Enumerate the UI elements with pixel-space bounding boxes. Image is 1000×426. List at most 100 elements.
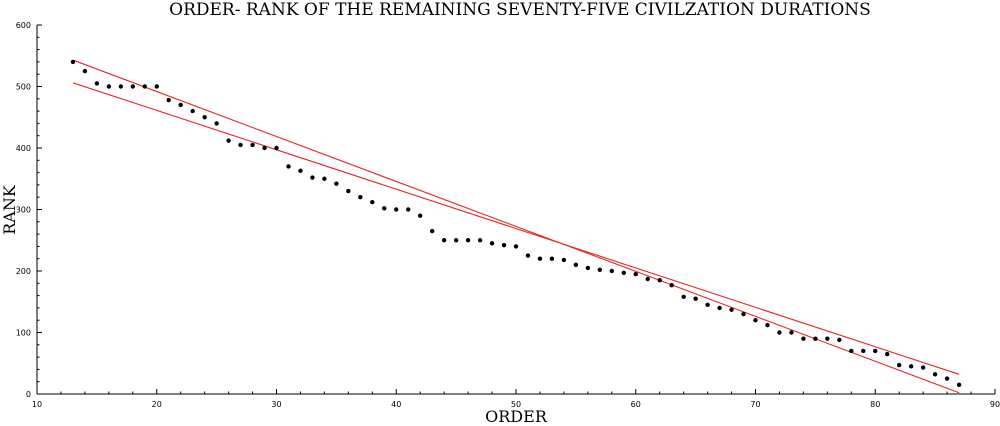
data-point	[489, 241, 495, 246]
x-tick-label: 90	[990, 400, 1000, 409]
data-point	[705, 302, 710, 308]
x-tick-label: 40	[391, 400, 401, 409]
data-point	[597, 267, 603, 272]
y-axis-label: RANK	[0, 184, 19, 235]
data-point	[849, 348, 854, 354]
data-point	[932, 372, 938, 377]
data-point	[94, 81, 100, 86]
data-point	[310, 175, 315, 180]
data-point	[729, 307, 734, 312]
data-point	[70, 59, 76, 65]
data-point	[561, 257, 567, 263]
data-point	[633, 271, 638, 277]
data-point	[585, 265, 591, 271]
x-tick-label: 80	[870, 400, 880, 409]
data-point	[777, 330, 782, 335]
data-point	[406, 207, 411, 212]
data-point	[753, 318, 758, 323]
data-point	[190, 108, 195, 114]
data-point	[765, 322, 770, 328]
data-point	[322, 176, 327, 181]
data-point	[298, 168, 303, 173]
x-tick-label: 60	[631, 400, 641, 409]
data-point	[154, 84, 159, 89]
data-point	[513, 244, 519, 249]
y-tick-label: 200	[16, 267, 31, 276]
data-point	[873, 348, 878, 354]
fit-line-2	[72, 59, 960, 394]
data-point	[334, 181, 339, 186]
fit-lines	[72, 59, 960, 394]
data-point	[897, 362, 902, 368]
data-point	[166, 97, 171, 103]
data-point	[944, 376, 950, 381]
x-axis-label: ORDER	[485, 407, 548, 426]
data-point	[394, 207, 399, 212]
data-point	[789, 330, 794, 335]
y-tick-label: 300	[16, 206, 31, 215]
data-point	[525, 253, 531, 258]
data-point	[178, 102, 183, 108]
x-tick-label: 70	[750, 400, 760, 409]
data-point	[441, 238, 447, 243]
axes: 10 20 30 40 50 60 70 80 90 0 100 200 300 400 500 600	[16, 21, 1000, 409]
data-point	[669, 282, 674, 288]
data-point	[250, 142, 255, 148]
chart-title: ORDER- RANK OF THE REMAINING SEVENTY-FIV…	[169, 0, 871, 20]
data-point	[226, 138, 231, 143]
data-point	[573, 262, 579, 268]
data-point	[346, 188, 351, 194]
data-point	[82, 68, 88, 74]
data-point	[202, 115, 207, 120]
data-point	[214, 121, 219, 126]
data-point	[645, 276, 650, 282]
x-tick-label: 50	[511, 400, 521, 409]
data-point	[908, 364, 914, 369]
data-point	[106, 84, 112, 89]
data-point	[537, 256, 543, 261]
y-tick-label: 500	[16, 83, 31, 92]
y-tick-label: 400	[16, 144, 31, 153]
data-point	[885, 351, 890, 357]
y-tick-label: 100	[16, 329, 31, 338]
y-tick-label: 0	[26, 390, 31, 399]
data-point	[238, 142, 243, 148]
data-point	[609, 268, 614, 274]
data-point	[130, 84, 135, 89]
data-point	[274, 145, 279, 151]
data-point	[549, 256, 555, 261]
data-point	[813, 336, 818, 341]
data-point	[681, 294, 686, 300]
data-point	[465, 238, 471, 243]
data-point	[453, 238, 459, 243]
data-point	[801, 336, 806, 341]
data-point	[370, 199, 375, 205]
data-point	[657, 278, 662, 283]
data-point	[717, 305, 722, 311]
data-point	[741, 311, 746, 317]
data-point	[837, 337, 842, 343]
data-point	[477, 238, 483, 243]
data-point	[286, 164, 291, 169]
data-point	[142, 84, 147, 89]
data-points	[70, 59, 962, 387]
data-point	[621, 270, 626, 276]
data-point	[262, 145, 267, 151]
data-point	[418, 213, 423, 218]
data-point	[118, 84, 124, 89]
data-point	[382, 206, 387, 211]
fit-line-1	[72, 82, 960, 375]
x-tick-label: 10	[32, 400, 42, 409]
data-point	[429, 228, 435, 234]
data-point	[861, 348, 866, 354]
y-tick-label: 600	[16, 21, 31, 30]
data-point	[920, 365, 926, 370]
data-point	[501, 242, 507, 248]
x-tick-label: 30	[271, 400, 281, 409]
data-point	[358, 195, 363, 200]
data-point	[693, 296, 698, 301]
data-point	[825, 336, 830, 341]
data-point	[956, 382, 962, 387]
x-tick-label: 20	[152, 400, 162, 409]
